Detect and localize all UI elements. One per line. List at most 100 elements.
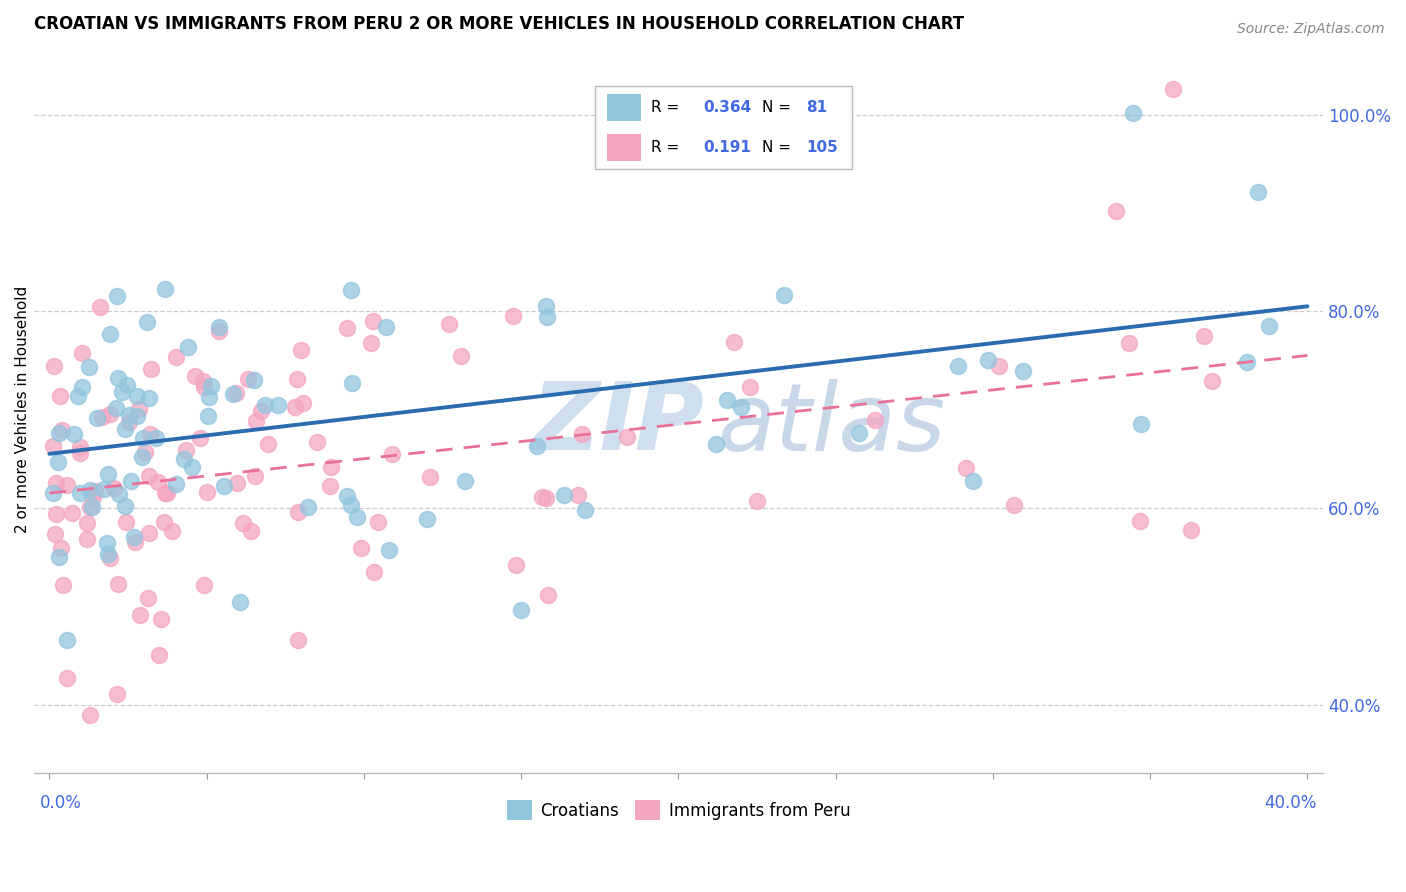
Point — [76, 516, 98, 531]
Point — [69, 446, 91, 460]
Point — [188, 431, 211, 445]
Point — [1161, 82, 1184, 96]
Point — [245, 414, 267, 428]
Point — [418, 470, 440, 484]
Point — [536, 310, 558, 325]
Point — [226, 476, 249, 491]
Point — [863, 413, 886, 427]
Point — [125, 389, 148, 403]
Point — [122, 530, 145, 544]
Point — [1002, 498, 1025, 512]
Point — [378, 542, 401, 557]
Point — [740, 379, 762, 393]
Point — [415, 512, 437, 526]
Point — [193, 577, 215, 591]
Legend: Croatians, Immigrants from Peru: Croatians, Immigrants from Peru — [501, 793, 856, 827]
Point — [105, 289, 128, 303]
Point — [153, 486, 176, 500]
Point — [138, 391, 160, 405]
Point — [138, 591, 160, 605]
Point — [574, 503, 596, 517]
Point — [166, 350, 188, 364]
Point — [145, 431, 167, 445]
Point — [502, 310, 524, 324]
Point — [360, 335, 382, 350]
Point — [730, 400, 752, 414]
Point — [103, 481, 125, 495]
Point — [42, 439, 65, 453]
Point — [1129, 417, 1152, 432]
Point — [200, 378, 222, 392]
Point — [111, 385, 134, 400]
Point — [250, 404, 273, 418]
Point — [225, 385, 247, 400]
Point — [962, 475, 984, 489]
Point — [197, 409, 219, 424]
Point — [716, 392, 738, 407]
Point — [526, 439, 548, 453]
Point — [96, 548, 118, 562]
Point — [198, 390, 221, 404]
Point — [128, 401, 150, 416]
Point — [118, 408, 141, 422]
Point — [67, 389, 90, 403]
Point — [124, 534, 146, 549]
Point — [77, 360, 100, 375]
Point — [361, 314, 384, 328]
Point — [56, 633, 79, 648]
Point — [176, 443, 198, 458]
Point — [1236, 354, 1258, 368]
Point — [553, 488, 575, 502]
Point — [335, 321, 357, 335]
Point — [267, 398, 290, 412]
Point — [115, 378, 138, 392]
Point — [52, 578, 75, 592]
Point — [948, 359, 970, 373]
Point — [93, 482, 115, 496]
Point — [723, 334, 745, 349]
Point — [536, 491, 558, 505]
Point — [83, 484, 105, 499]
Point — [367, 515, 389, 529]
Point — [79, 500, 101, 514]
Point — [254, 398, 277, 412]
Point — [350, 541, 373, 556]
Text: ZIP: ZIP — [531, 378, 704, 470]
Point — [42, 359, 65, 373]
Point — [297, 500, 319, 515]
Point — [45, 508, 67, 522]
Point — [245, 469, 267, 483]
Point — [1012, 364, 1035, 378]
Point — [229, 595, 252, 609]
Point — [375, 319, 398, 334]
Point — [1129, 514, 1152, 528]
Point — [1194, 329, 1216, 343]
Point — [243, 373, 266, 387]
Point — [336, 489, 359, 503]
Point — [505, 558, 527, 572]
Point — [138, 469, 160, 483]
Point — [1105, 204, 1128, 219]
Point — [152, 516, 174, 530]
Point — [120, 474, 142, 488]
Point — [287, 632, 309, 647]
Point — [1118, 335, 1140, 350]
Point — [285, 372, 308, 386]
Point — [1180, 523, 1202, 537]
Point — [567, 488, 589, 502]
Point — [45, 475, 67, 490]
Point — [115, 515, 138, 529]
Point — [98, 407, 121, 421]
Point — [117, 415, 139, 429]
Point — [704, 437, 727, 451]
Point — [82, 500, 104, 514]
Point — [319, 460, 342, 475]
Point — [97, 467, 120, 482]
Point — [510, 603, 533, 617]
Point — [79, 708, 101, 723]
Point — [82, 490, 104, 504]
Point — [72, 380, 94, 394]
Point — [531, 490, 554, 504]
Point — [107, 370, 129, 384]
Point — [222, 387, 245, 401]
